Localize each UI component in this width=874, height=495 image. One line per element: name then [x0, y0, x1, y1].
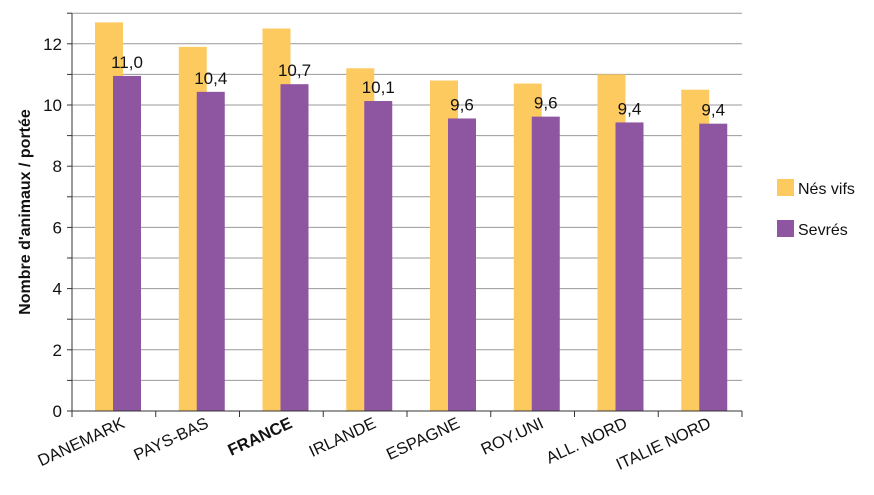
data-label: 10,4: [194, 69, 227, 88]
bar-sevres: [448, 118, 476, 412]
legend: Nés vifs Sevrés: [777, 179, 855, 239]
x-tick-label: IRLANDE: [306, 414, 378, 461]
data-label: 11,0: [111, 53, 143, 72]
y-tick-label: 4: [53, 280, 62, 299]
data-label: 10,1: [362, 78, 395, 97]
y-tick-label: 10: [43, 96, 62, 115]
bar-sevres: [113, 75, 141, 412]
data-label: 9,6: [450, 95, 474, 114]
y-tick-label: 2: [53, 341, 62, 360]
data-label: 9,4: [618, 99, 642, 118]
bar-sevres: [196, 91, 225, 411]
data-label: 9,6: [534, 94, 558, 113]
bar-sevres: [364, 101, 393, 411]
y-tick-label: 6: [53, 218, 62, 237]
legend-label: Nés vifs: [798, 181, 855, 198]
x-tick-label: DANEMARK: [35, 414, 127, 470]
legend-swatch: [777, 220, 794, 237]
bar-sevres: [531, 116, 560, 412]
data-label: 9,4: [701, 101, 725, 120]
y-axis-title: Nombre d'animaux / portée: [17, 109, 34, 315]
x-tick-label: ROY.UNI: [478, 414, 546, 458]
x-tick-label: PAYS-BAS: [131, 414, 211, 464]
legend-label: Sevrés: [798, 222, 848, 239]
y-tick-label: 0: [53, 402, 62, 421]
bar-sevres: [615, 122, 644, 411]
x-tick-label: FRANCE: [225, 414, 295, 459]
bar-sevres: [280, 84, 309, 411]
bars: [95, 22, 728, 412]
y-tick-label: 12: [43, 35, 62, 54]
legend-swatch: [777, 179, 794, 196]
y-tick-label: 8: [53, 157, 62, 176]
x-tick-label: ESPAGNE: [384, 414, 463, 464]
bar-sevres: [699, 123, 728, 411]
data-label: 10,7: [278, 61, 311, 80]
x-tick-label: ITALIE NORD: [613, 414, 713, 474]
axes: [67, 12, 743, 417]
